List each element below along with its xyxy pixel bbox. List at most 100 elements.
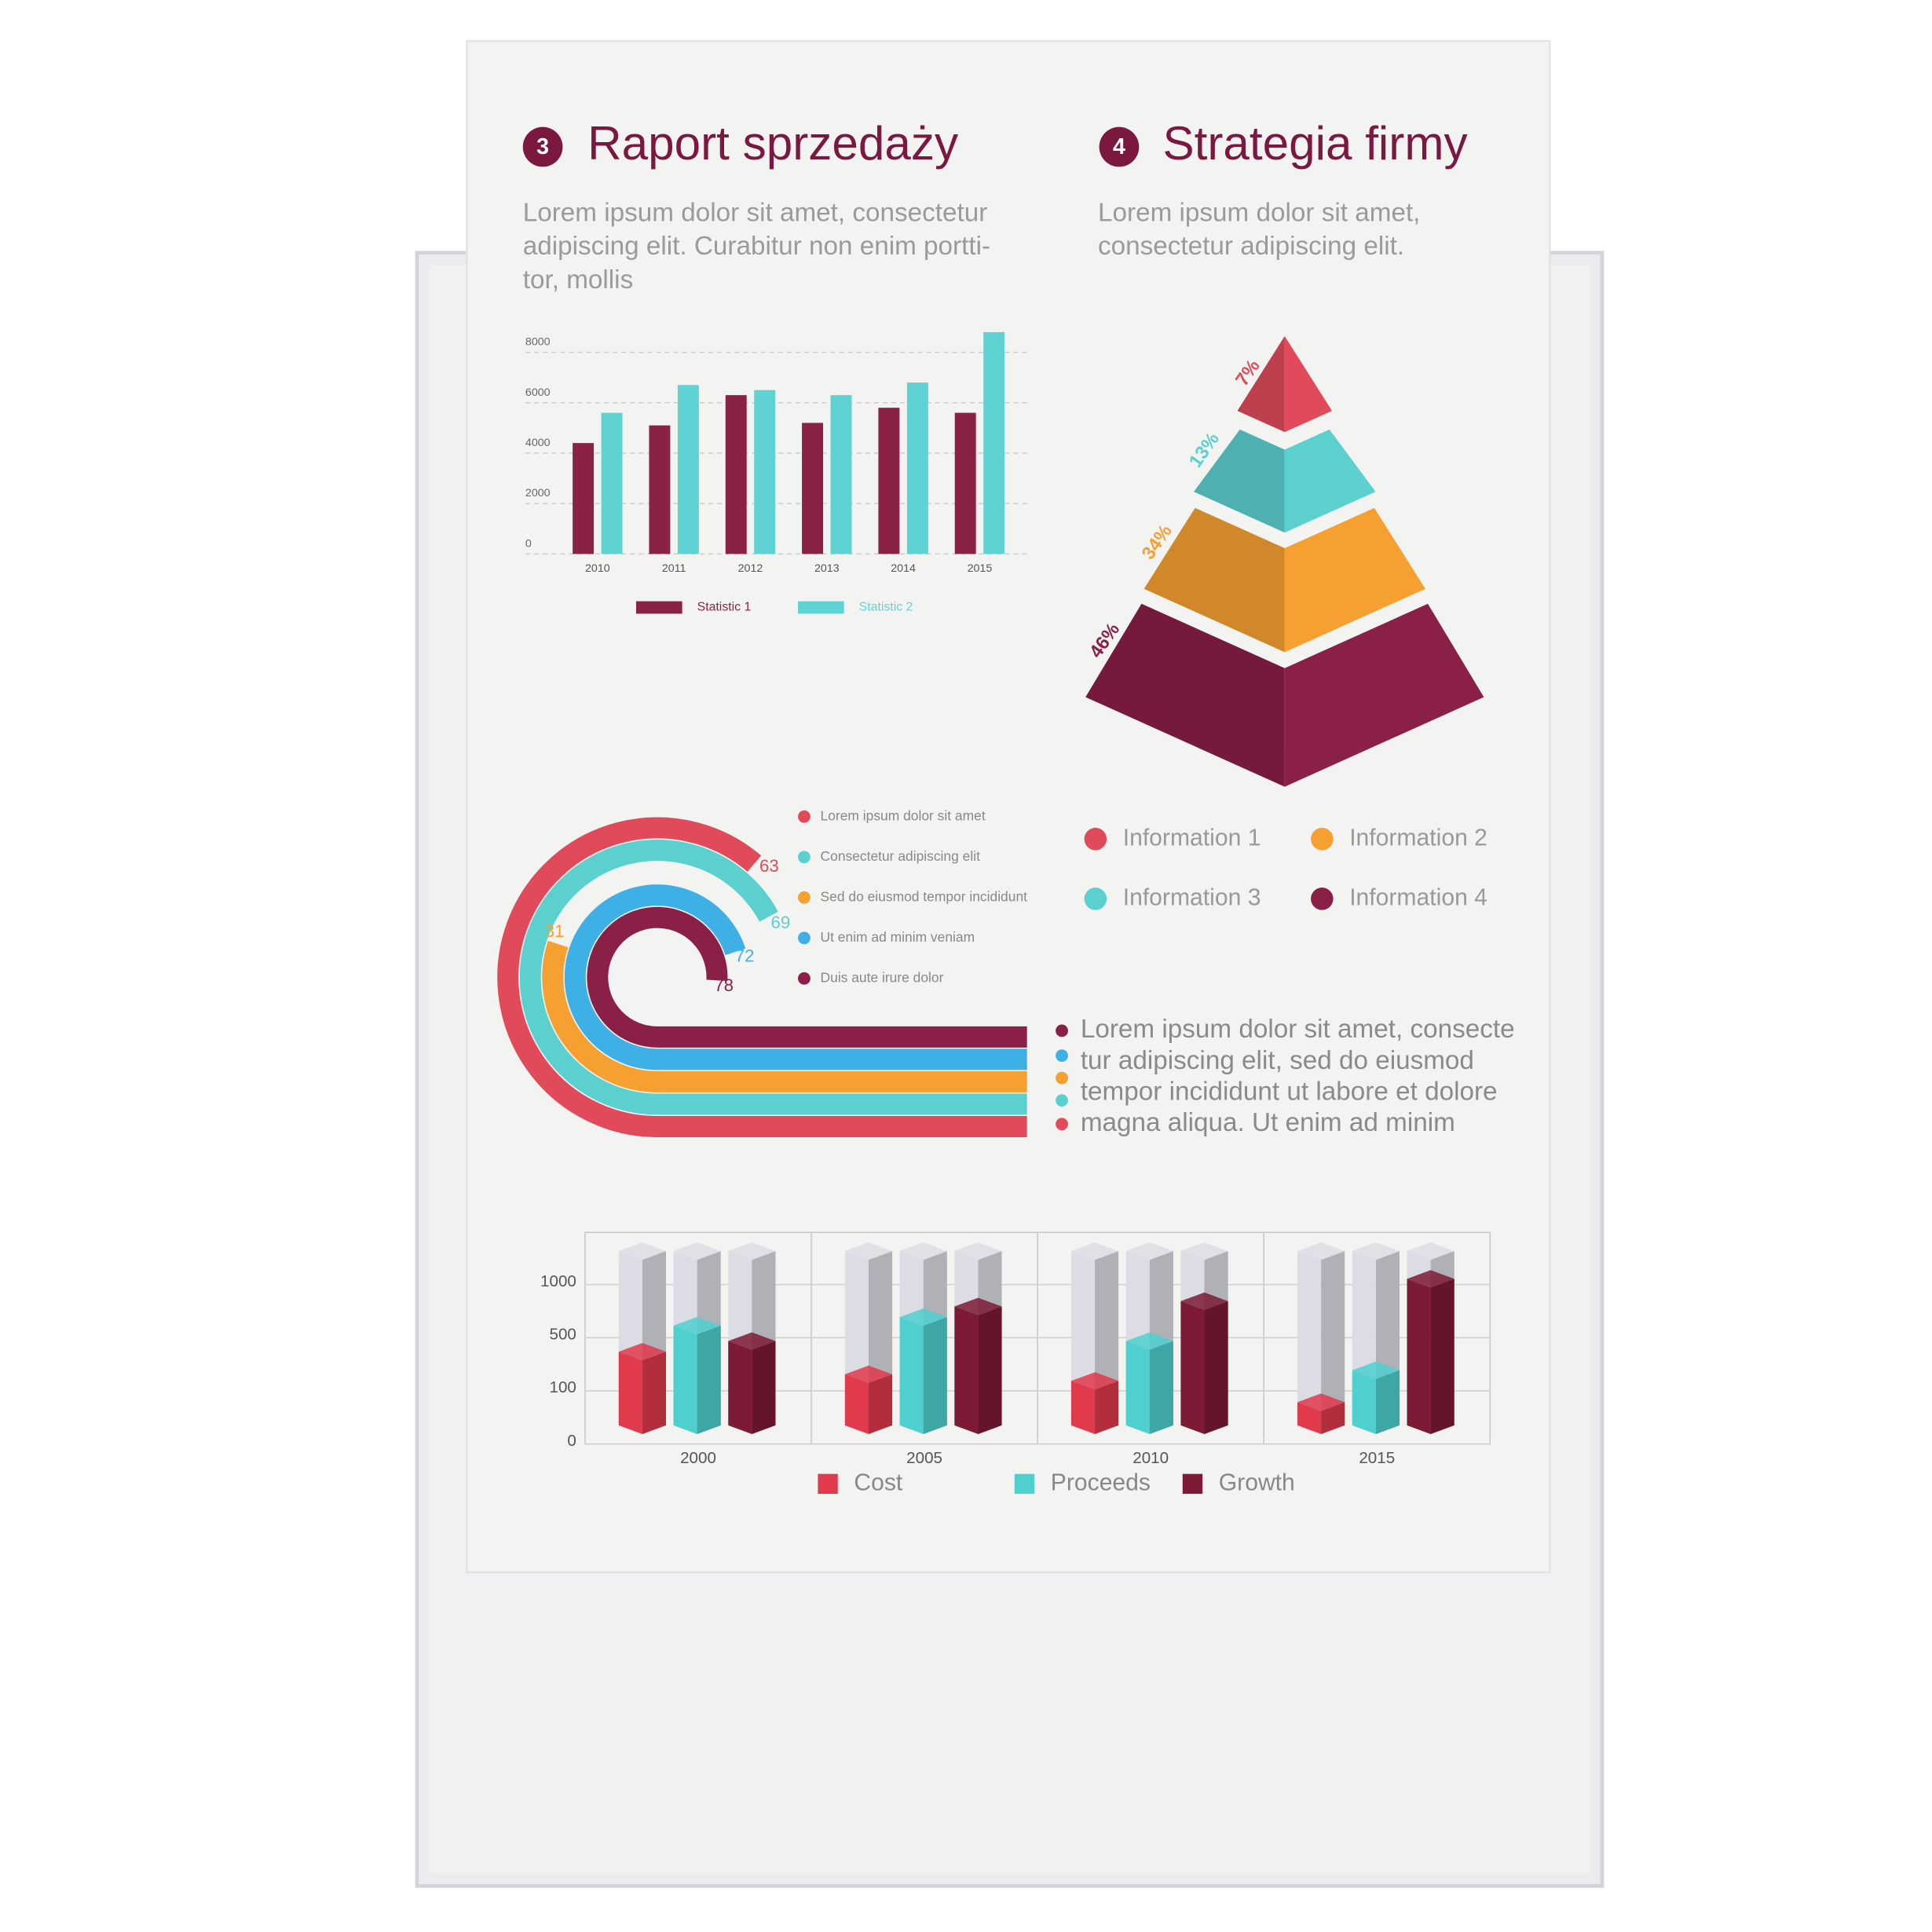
- bullet: [1056, 1049, 1068, 1063]
- legend-dot: [1311, 828, 1334, 851]
- bar-background-top: [1070, 1242, 1119, 1261]
- bar-background-top: [1352, 1242, 1400, 1261]
- bar-background-left: [1297, 1250, 1322, 1434]
- legend-label: Statistic 2: [859, 601, 913, 614]
- bar3d-top: [1180, 1292, 1228, 1310]
- bar3d-right: [752, 1341, 776, 1434]
- section-title: Raport sprzedaży: [587, 116, 958, 170]
- bar3d-left: [1070, 1381, 1096, 1434]
- bar3d-right: [978, 1306, 1002, 1434]
- x-tick-label: 2010: [585, 562, 610, 575]
- bar-background-top: [1407, 1242, 1454, 1261]
- bar: [983, 331, 1005, 554]
- bar3d-left: [1180, 1301, 1205, 1434]
- bar3d-top: [1352, 1361, 1400, 1379]
- pyramid-face-left: [1085, 603, 1285, 787]
- bar3d-top: [728, 1332, 776, 1350]
- bar: [725, 395, 747, 554]
- y-tick-label: 500: [550, 1326, 576, 1344]
- legend-swatch: [1182, 1473, 1203, 1495]
- y-tick-label: 100: [550, 1378, 576, 1396]
- bar: [802, 423, 824, 554]
- x-tick-label: 2015: [968, 562, 993, 575]
- bar3d-top: [844, 1365, 893, 1383]
- pyramid-face-left: [1143, 507, 1285, 653]
- x-tick-label: 2011: [662, 562, 686, 575]
- x-tick-label: 2013: [814, 562, 840, 575]
- y-tick-label: 4000: [525, 437, 551, 449]
- bar3d-left: [899, 1317, 924, 1434]
- bar-background-top: [1297, 1242, 1345, 1261]
- legend-dot: [798, 810, 810, 823]
- section-text: Lorem ipsum dolor sit amet,: [1098, 198, 1420, 227]
- radial-value-label: 72: [735, 946, 755, 965]
- radial-bar: [519, 840, 1027, 1115]
- y-tick-label: 0: [525, 537, 532, 550]
- section-badge: [522, 126, 563, 167]
- radial-bar: [497, 817, 1027, 1137]
- bar3d-top: [954, 1297, 1002, 1315]
- section-text: tor, mollis: [523, 265, 634, 295]
- legend-swatch: [818, 1473, 838, 1495]
- bar-background-top: [728, 1242, 776, 1261]
- bar3d-left: [1407, 1279, 1431, 1434]
- bar3d-top: [1407, 1270, 1454, 1288]
- y-tick-label: 8000: [525, 336, 551, 349]
- legend-label: Information 4: [1349, 884, 1487, 910]
- legend-dot: [1084, 828, 1107, 851]
- pyramid-face-right: [1284, 603, 1484, 787]
- bar3d-left: [1352, 1370, 1376, 1434]
- bar-background-top: [844, 1242, 893, 1261]
- x-tick-label: 2012: [738, 562, 763, 575]
- legend-swatch: [635, 601, 682, 614]
- bar3d-left: [1125, 1341, 1150, 1434]
- bar3d-left: [728, 1341, 752, 1434]
- legend-label: Statistic 1: [697, 601, 752, 614]
- bar3d-left: [1297, 1402, 1322, 1434]
- legend-label: Proceeds: [1051, 1469, 1151, 1495]
- legend-label: Sed do eiusmod tempor incididunt: [821, 888, 1028, 904]
- legend-dot: [798, 851, 810, 864]
- legend-label: Growth: [1219, 1469, 1295, 1495]
- bar3d-right: [1149, 1341, 1173, 1434]
- bar3d-top: [618, 1342, 667, 1361]
- pyramid-face-right: [1284, 429, 1376, 533]
- section-text: adipiscing elit. Curabitur non enim port…: [523, 232, 990, 261]
- paragraph-line: Lorem ipsum dolor sit amet, consecte: [1081, 1015, 1515, 1044]
- bar-background-top: [618, 1242, 667, 1261]
- bar-background-top: [1180, 1242, 1228, 1261]
- bar3d-left: [954, 1306, 979, 1434]
- pyramid-face-right: [1284, 507, 1425, 653]
- bar-background-right: [1321, 1250, 1345, 1434]
- bar-background-top: [673, 1242, 721, 1261]
- bar3d-left: [618, 1352, 642, 1434]
- bar: [878, 408, 900, 554]
- x-tick-label: 2010: [1132, 1449, 1169, 1467]
- pyramid-face-left: [1237, 335, 1285, 433]
- radial-value-label: 31: [545, 921, 565, 941]
- bar3d-right: [1430, 1279, 1454, 1434]
- bar3d-right: [1321, 1402, 1345, 1434]
- bar3d-left: [673, 1325, 697, 1434]
- bar3d-right: [868, 1374, 893, 1434]
- legend-dot: [798, 931, 810, 945]
- paragraph-line: tur adipiscing elit, sed do eiusmod: [1081, 1046, 1474, 1075]
- legend-swatch: [1014, 1473, 1035, 1495]
- bar3d-right: [1095, 1381, 1119, 1434]
- bar3d-right: [642, 1352, 667, 1434]
- y-tick-label: 1000: [540, 1272, 576, 1290]
- bullet: [1056, 1024, 1068, 1037]
- legend-dot: [798, 971, 810, 985]
- bar: [830, 395, 852, 554]
- y-tick-label: 0: [567, 1432, 576, 1450]
- section-badge: [1099, 126, 1140, 167]
- paragraph-line: magna aliqua. Ut enim ad minim: [1081, 1108, 1455, 1137]
- legend-swatch: [798, 601, 844, 614]
- legend-label: Duis aute irure dolor: [821, 969, 944, 985]
- y-tick-label: 6000: [525, 386, 551, 399]
- section-text: Lorem ipsum dolor sit amet, consectetur: [523, 198, 988, 227]
- bar3d-top: [1297, 1393, 1345, 1411]
- bullet: [1056, 1118, 1068, 1131]
- bar3d-right: [1204, 1301, 1228, 1434]
